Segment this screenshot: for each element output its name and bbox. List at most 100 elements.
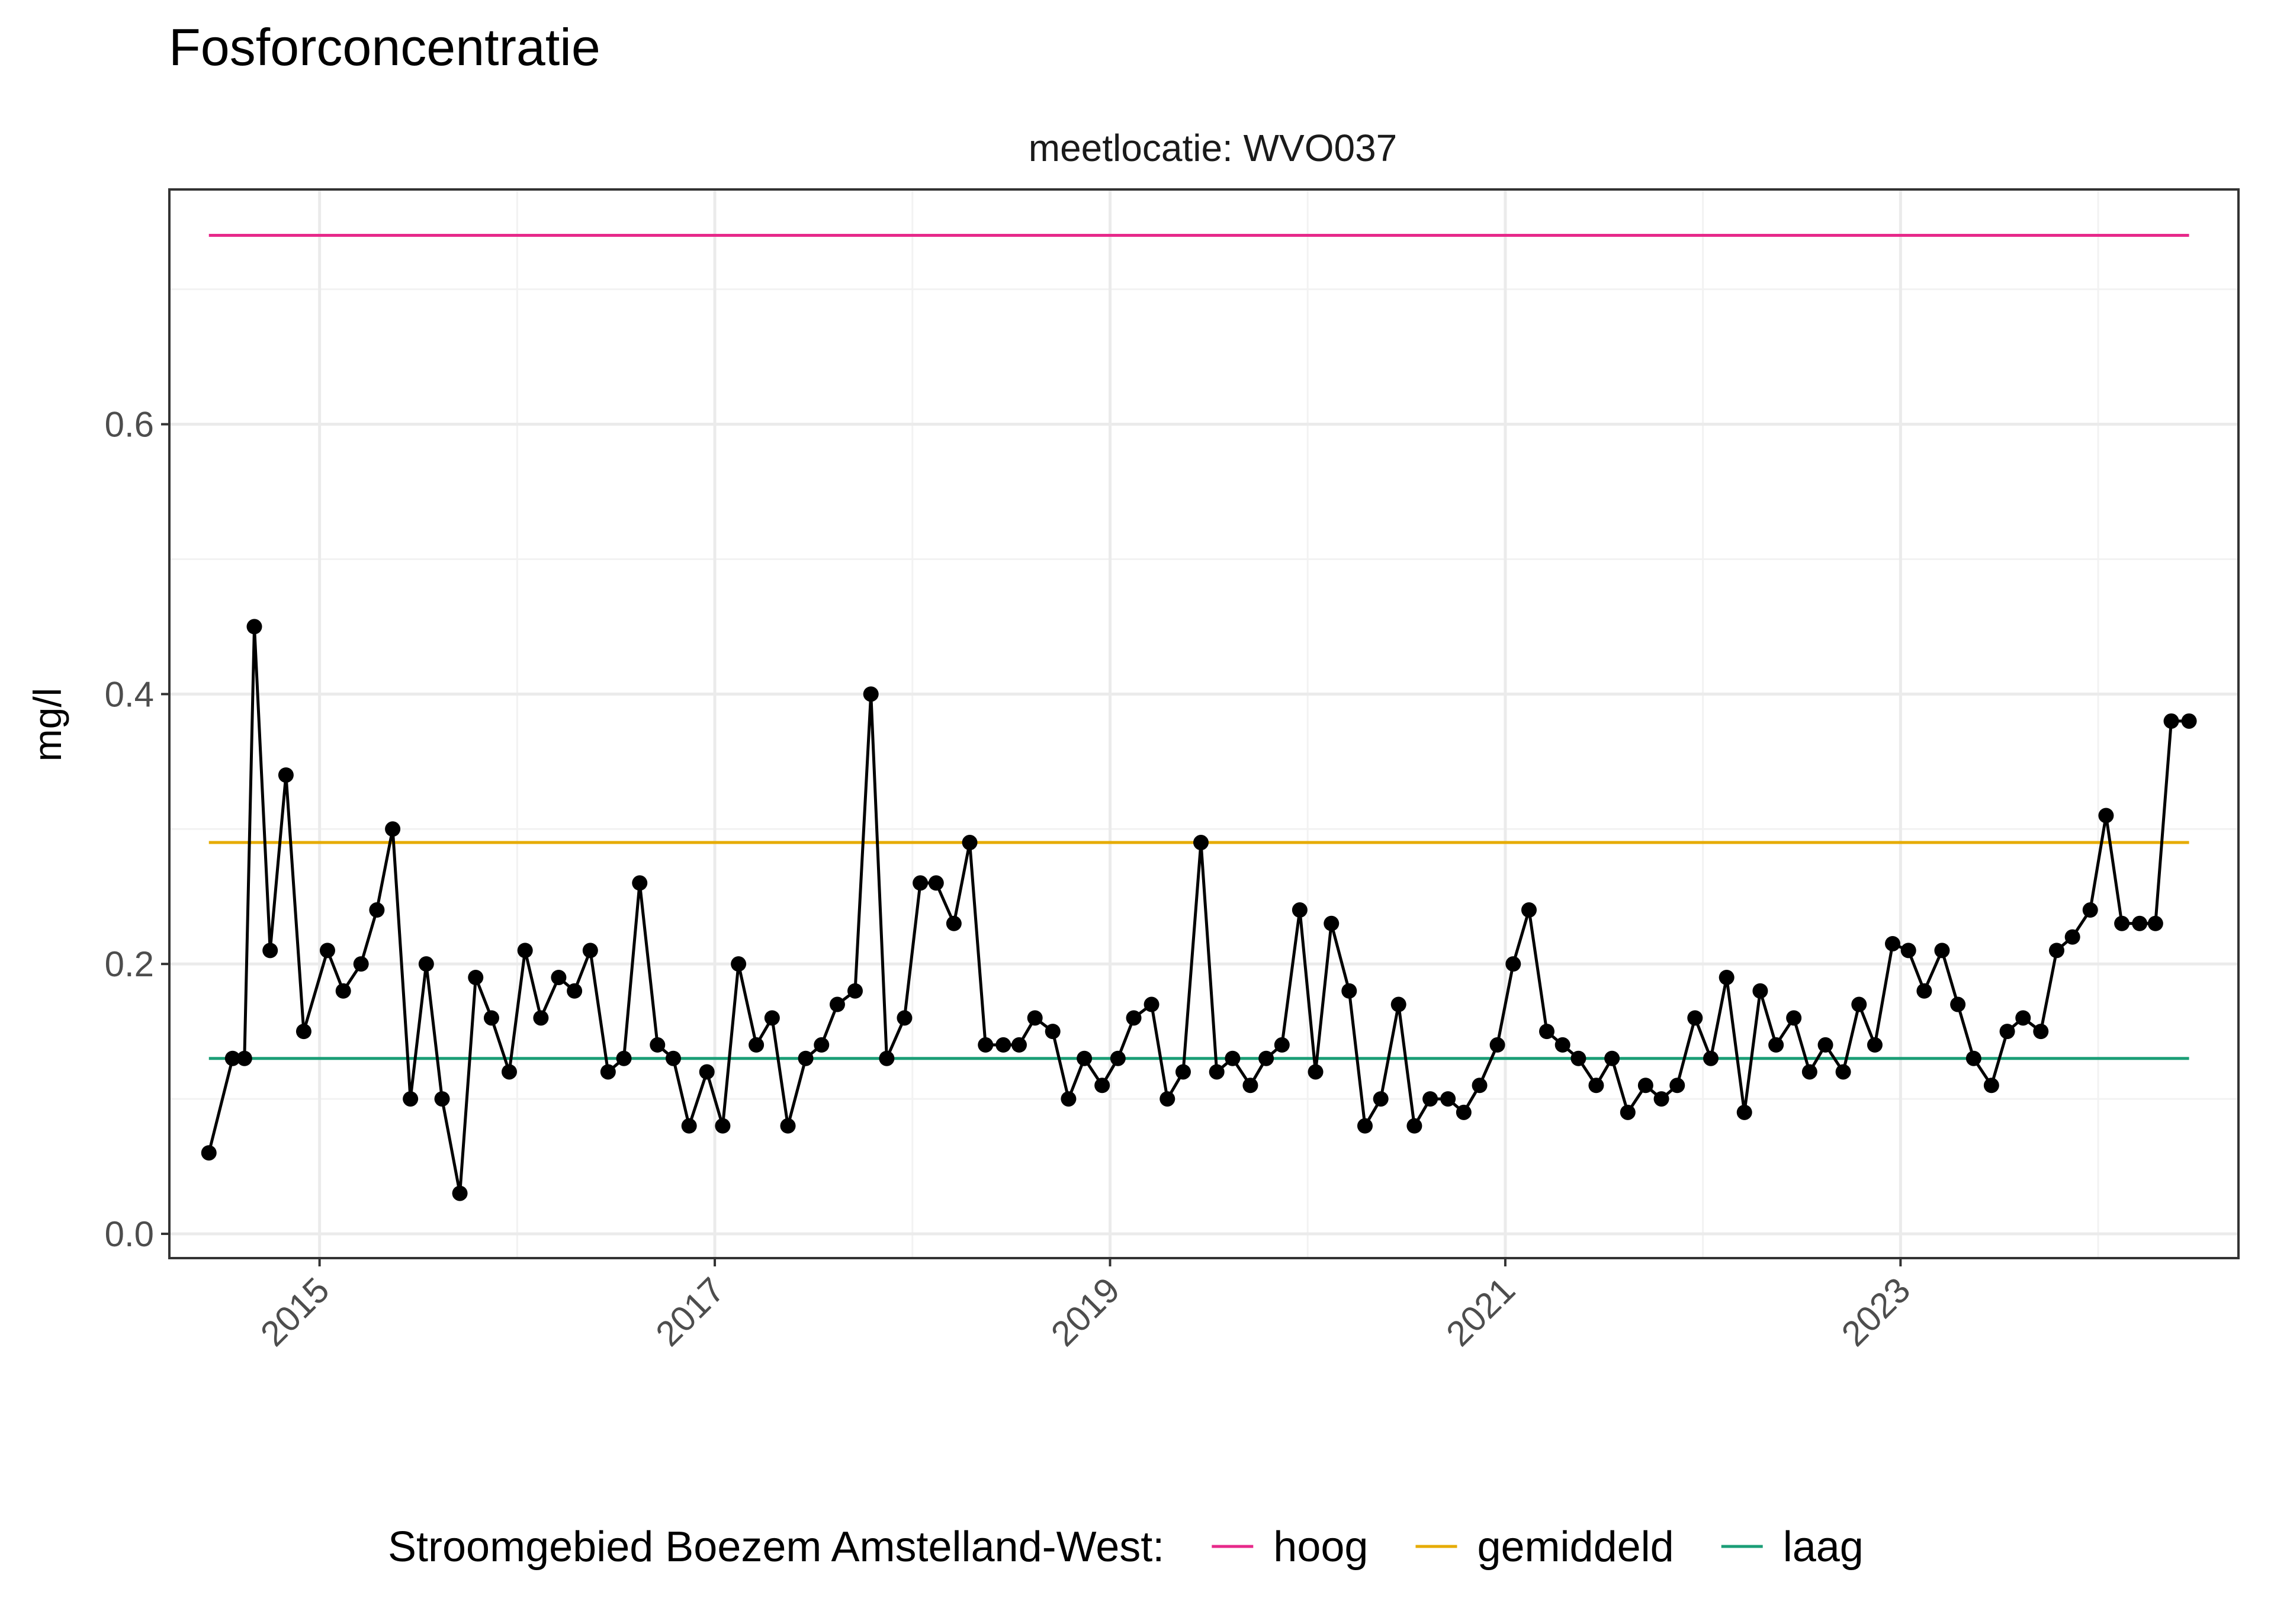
data-point — [863, 686, 879, 702]
data-point — [353, 956, 369, 972]
data-point — [1175, 1064, 1191, 1080]
data-point — [1110, 1050, 1126, 1066]
data-point — [236, 1050, 252, 1066]
data-point — [582, 943, 598, 959]
data-point — [246, 619, 262, 635]
data-point — [1390, 996, 1406, 1012]
data-point — [2015, 1010, 2031, 1026]
data-point — [224, 1050, 240, 1066]
y-tick-label: 0.2 — [105, 944, 154, 984]
data-point — [1934, 943, 1950, 959]
x-tick-label: 2023 — [1834, 1270, 1918, 1354]
data-point — [1768, 1037, 1784, 1053]
data-point — [1061, 1091, 1077, 1107]
data-point — [1687, 1010, 1703, 1026]
data-point — [665, 1050, 681, 1066]
data-point — [1817, 1037, 1833, 1053]
grid-major — [169, 189, 2238, 1258]
data-point — [1950, 996, 1966, 1012]
y-tick-label: 0.4 — [105, 674, 154, 714]
x-tick-label: 2015 — [253, 1270, 337, 1354]
data-point — [1965, 1050, 1981, 1066]
data-point — [1341, 983, 1357, 999]
data-point — [1292, 902, 1308, 918]
data-point — [913, 875, 929, 891]
data-point — [681, 1118, 697, 1134]
data-point — [780, 1118, 796, 1134]
data-point — [278, 767, 294, 783]
data-point — [452, 1185, 468, 1201]
data-point — [1209, 1064, 1225, 1080]
y-tick-label: 0.6 — [105, 405, 154, 445]
data-point — [1160, 1091, 1175, 1107]
data-point — [517, 943, 533, 959]
data-point — [501, 1064, 517, 1080]
data-point — [468, 969, 484, 985]
data-point — [1472, 1078, 1488, 1094]
data-point — [201, 1145, 217, 1161]
data-point — [1752, 983, 1768, 999]
x-tick-label: 2019 — [1043, 1270, 1128, 1354]
series-layer — [201, 619, 2197, 1201]
data-point — [1539, 1024, 1554, 1040]
data-point — [1637, 1078, 1653, 1094]
data-point — [1324, 915, 1340, 931]
data-point — [1045, 1024, 1061, 1040]
data-point — [1653, 1091, 1669, 1107]
data-point — [2064, 929, 2080, 945]
data-point — [897, 1010, 913, 1026]
data-point — [962, 835, 978, 851]
data-point — [879, 1050, 895, 1066]
data-point — [2147, 915, 2163, 931]
data-point — [319, 943, 335, 959]
data-point — [1258, 1050, 1274, 1066]
data-point — [1801, 1064, 1817, 1080]
data-point — [1588, 1078, 1604, 1094]
data-point — [1077, 1050, 1093, 1066]
x-tick-label: 2017 — [648, 1270, 732, 1354]
data-point — [1193, 835, 1209, 851]
data-point — [1456, 1104, 1472, 1120]
data-point — [335, 983, 351, 999]
data-point — [1308, 1064, 1324, 1080]
data-point — [798, 1050, 814, 1066]
data-point — [1422, 1091, 1438, 1107]
legend-label-laag: laag — [1783, 1523, 1864, 1571]
data-point — [764, 1010, 780, 1026]
data-point — [1786, 1010, 1802, 1026]
data-point — [2082, 902, 2098, 918]
x-axis: 2015 2017 2019 2021 2023 — [253, 1258, 1918, 1354]
data-point — [1440, 1091, 1456, 1107]
data-point — [1703, 1050, 1719, 1066]
data-point — [2181, 713, 2197, 729]
plot-panel — [168, 188, 2240, 1259]
data-point — [533, 1010, 549, 1026]
data-point — [946, 915, 962, 931]
data-point — [2048, 943, 2064, 959]
data-point — [1094, 1078, 1110, 1094]
data-point — [1357, 1118, 1373, 1134]
data-point — [1373, 1091, 1389, 1107]
data-point — [616, 1050, 632, 1066]
data-point — [731, 956, 747, 972]
data-point — [1604, 1050, 1620, 1066]
data-point — [978, 1037, 994, 1053]
data-point — [600, 1064, 616, 1080]
data-point — [2114, 915, 2130, 931]
data-point — [369, 902, 385, 918]
y-axis-title: mg/l — [25, 688, 69, 762]
data-point — [1916, 983, 1932, 999]
data-point — [928, 875, 944, 891]
data-point — [1669, 1078, 1685, 1094]
panel-background — [169, 189, 2238, 1258]
data-point — [551, 969, 567, 985]
chart-title: Fosforconcentratie — [169, 18, 600, 76]
data-point — [1884, 935, 1900, 951]
data-point — [1983, 1078, 1999, 1094]
data-point — [1736, 1104, 1752, 1120]
data-point — [847, 983, 863, 999]
data-point — [1027, 1010, 1043, 1026]
data-point — [418, 956, 434, 972]
y-axis: 0.0 0.2 0.4 0.6 — [105, 405, 169, 1254]
